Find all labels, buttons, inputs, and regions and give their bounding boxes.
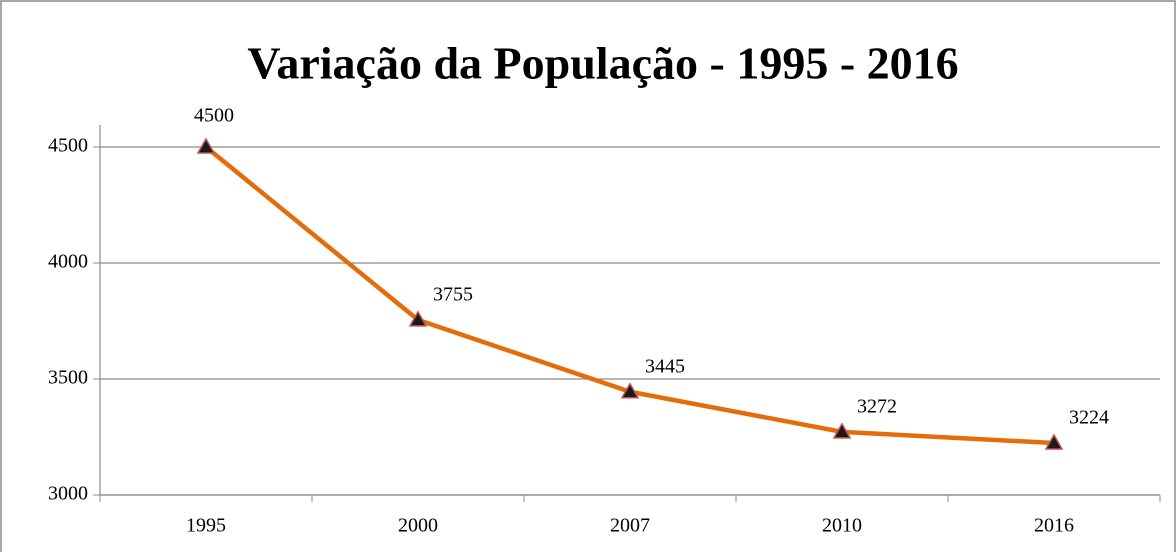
data-label: 3224 (1069, 407, 1109, 429)
data-label: 3755 (433, 283, 473, 305)
y-tick-label: 3000 (48, 483, 88, 505)
x-tick-label: 2016 (1034, 515, 1074, 537)
y-tick-label: 4000 (48, 251, 88, 273)
x-tick-label: 2000 (398, 515, 438, 537)
chart-title: Variação da População - 1995 - 2016 (247, 38, 958, 89)
marker (620, 382, 640, 399)
marker (1044, 433, 1064, 450)
y-tick-label: 4500 (48, 135, 88, 157)
marker (832, 422, 852, 439)
data-label: 3272 (857, 395, 897, 417)
data-label: 4500 (194, 105, 234, 127)
marker (408, 310, 428, 327)
data-label: 3445 (645, 355, 685, 377)
x-tick-label: 2010 (822, 515, 862, 537)
x-tick-label: 1995 (186, 515, 226, 537)
marker (196, 137, 216, 154)
x-tick-label: 2007 (610, 515, 650, 537)
y-tick-label: 3500 (48, 367, 88, 389)
